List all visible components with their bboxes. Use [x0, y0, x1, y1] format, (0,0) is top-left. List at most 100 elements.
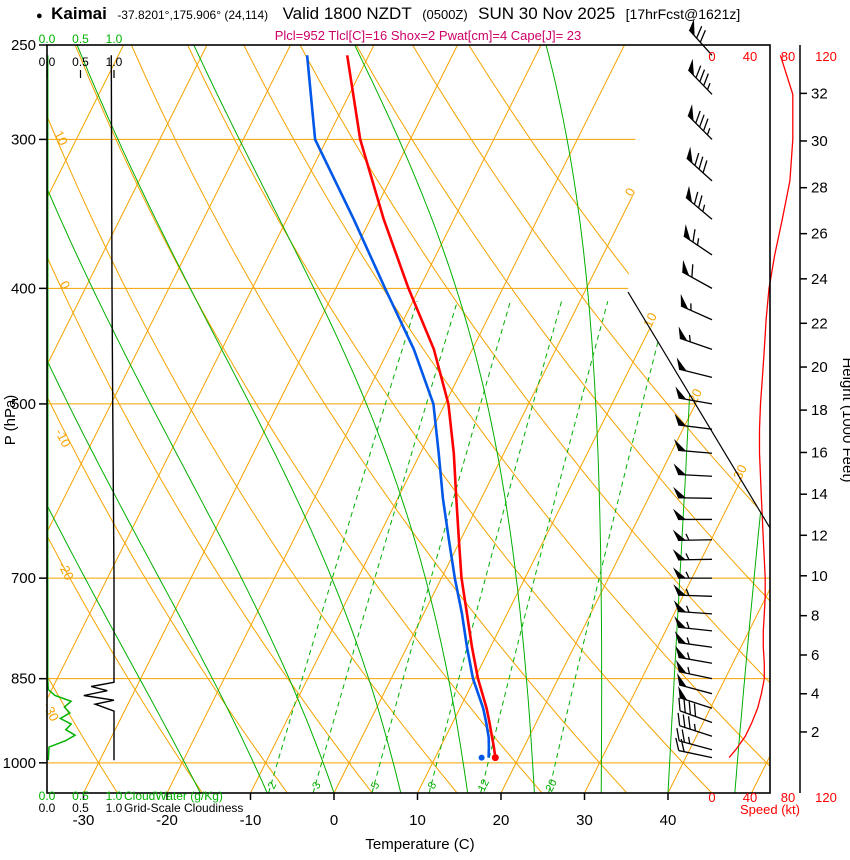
wind-barb: [678, 697, 713, 724]
wind-barb: [686, 146, 713, 182]
wind-barb: [675, 386, 713, 405]
mixing-ratio-label: 8: [426, 780, 439, 791]
wind-barb: [674, 615, 713, 632]
cloudwater-scale-top: 1.0: [106, 32, 123, 46]
dry-adiabat-label: 0: [57, 278, 74, 291]
temperature-tick-label: -10: [240, 812, 262, 829]
cloudwater-trace: [46, 55, 77, 761]
height-tick-label: 24: [811, 271, 828, 288]
speed-tick-label-bottom: 120: [815, 790, 837, 805]
height-axis-title: Height (1000 Feet): [839, 357, 850, 482]
height-tick-label: 8: [811, 608, 819, 625]
height-tick-label: 6: [811, 647, 819, 664]
valid-time-z: (0500Z): [422, 7, 468, 22]
wind-barb: [674, 413, 713, 430]
thermo-grid: [47, 45, 770, 793]
pressure-tick-label: 1000: [3, 755, 36, 772]
temperature-tick-label: 40: [660, 812, 677, 829]
wind-barb: [677, 712, 713, 737]
wind-barb: [687, 58, 713, 95]
valid-date: SUN 30 Nov 2025: [478, 4, 615, 23]
temperature-axis-title: Temperature (C): [365, 836, 474, 853]
height-tick-label: 14: [811, 486, 828, 503]
height-tick-label: 32: [811, 85, 828, 102]
chart-title: ● Kaimai -37.8201°,175.906° (24,114) Val…: [36, 4, 740, 23]
wind-barb: [673, 600, 713, 615]
cloudwater-axis-title: CloudWater (g/Kg): [124, 789, 223, 803]
speed-profile: [728, 55, 794, 759]
wind-barb: [678, 326, 713, 350]
cloudwater-scale-bottom: 1.0: [106, 789, 123, 803]
wind-barb: [674, 631, 713, 648]
height-tick-label: 18: [811, 402, 828, 419]
wind-barb: [676, 659, 713, 680]
wind-barb: [685, 185, 713, 220]
cloud-profiles: [46, 55, 115, 761]
surface-dewpoint-dot: [478, 754, 485, 761]
mixing-ratio-label: 3: [310, 780, 323, 791]
dry-adiabat-label: -10: [52, 426, 74, 450]
isotherm-label: 10: [640, 310, 660, 330]
wind-barb: [681, 259, 713, 289]
grid-clip-diagonal: [627, 291, 771, 529]
isotherm-label: 0: [622, 185, 639, 198]
pressure-tick-label: 500: [11, 396, 36, 413]
cloudwater-scale-bottom: 0.0: [39, 789, 56, 803]
temperature-tick-label: -20: [156, 812, 178, 829]
height-tick-label: 16: [811, 444, 828, 461]
speed-tick-label-bottom: 0: [708, 790, 715, 805]
height-tick-label: 28: [811, 180, 828, 197]
wind-barb: [674, 439, 713, 454]
pressure-tick-label: 700: [11, 570, 36, 587]
wind-barb: [672, 529, 713, 542]
temperature-trace: [345, 55, 497, 758]
wind-barb: [680, 293, 713, 321]
height-tick-label: 10: [811, 568, 828, 585]
isotherm-label: 20: [685, 386, 705, 406]
cloudiness-scale-bottom: 0.0: [39, 801, 56, 815]
speed-tick-label-top: 0: [708, 49, 715, 64]
wind-barb: [673, 486, 713, 499]
temperature-tick-label: -30: [73, 812, 95, 829]
height-tick-label: 30: [811, 133, 828, 150]
sounding-parameters: Plcl=952 Tlcl[C]=16 Shox=2 Pwat[cm]=4 Ca…: [275, 28, 582, 43]
plot-border: [46, 44, 771, 794]
wind-barb: [688, 18, 713, 56]
speed-tick-label-bottom: 40: [743, 790, 757, 805]
temperature-tick-label: 0: [330, 812, 338, 829]
cloudwater-scale-bottom: 0.5: [72, 789, 89, 803]
speed-tick-label-bottom: 80: [781, 790, 795, 805]
mixing-ratio-label: 12: [476, 777, 492, 793]
cloudiness-axis-title: Grid-Scale Cloudiness: [124, 801, 243, 815]
height-tick-label: 20: [811, 359, 828, 376]
height-tick-label: 26: [811, 226, 828, 243]
dry-adiabat-label: 10: [51, 128, 71, 148]
speed-axis-title: Speed (kt): [740, 802, 800, 817]
dewpoint-trace: [305, 55, 491, 758]
pressure-tick-label: 300: [11, 131, 36, 148]
temperature-tick-label: 10: [409, 812, 426, 829]
valid-time: Valid 1800 NZDT: [283, 4, 412, 23]
mixing-ratio-label: 2: [266, 780, 279, 791]
wind-barb: [683, 224, 713, 256]
wind-speed-trace: [728, 55, 794, 759]
wind-barb: [678, 685, 713, 709]
title-bullet-icon: ●: [36, 10, 43, 22]
wind-barb: [672, 567, 712, 579]
speed-tick-label-top: 40: [743, 49, 757, 64]
station-coords: -37.8201°,175.906° (24,114): [117, 8, 268, 22]
forecast-info: [17hrFcst@1621z]: [626, 6, 741, 22]
cloudiness-scale-top: 0.0: [39, 55, 56, 69]
temperature-tick-label: 20: [493, 812, 510, 829]
wind-barb: [673, 584, 713, 597]
profile-lines: [305, 55, 499, 762]
mixing-ratio-label: 20: [544, 777, 560, 793]
wind-barb: [672, 508, 712, 521]
pressure-axis-title: P (hPa): [2, 395, 19, 446]
wind-barb: [672, 549, 713, 561]
pressure-tick-label: 400: [11, 280, 36, 297]
wind-barb: [676, 728, 713, 751]
dry-adiabat-label: -30: [40, 700, 62, 724]
cloudiness-scale-top: 0.5: [72, 55, 89, 69]
dry-adiabat-label: -20: [55, 559, 77, 583]
